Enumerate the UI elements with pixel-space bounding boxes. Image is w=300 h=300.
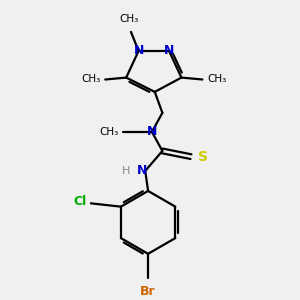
Text: S: S xyxy=(198,150,208,164)
Text: N: N xyxy=(147,125,157,138)
Text: H: H xyxy=(122,166,130,176)
Text: N: N xyxy=(134,44,144,57)
Text: CH₃: CH₃ xyxy=(119,14,139,24)
Text: CH₃: CH₃ xyxy=(99,127,119,137)
Text: Br: Br xyxy=(140,285,156,298)
Text: CH₃: CH₃ xyxy=(81,74,101,85)
Text: Cl: Cl xyxy=(73,195,86,208)
Text: N: N xyxy=(164,44,174,57)
Text: CH₃: CH₃ xyxy=(207,74,226,85)
Text: N: N xyxy=(137,164,147,177)
